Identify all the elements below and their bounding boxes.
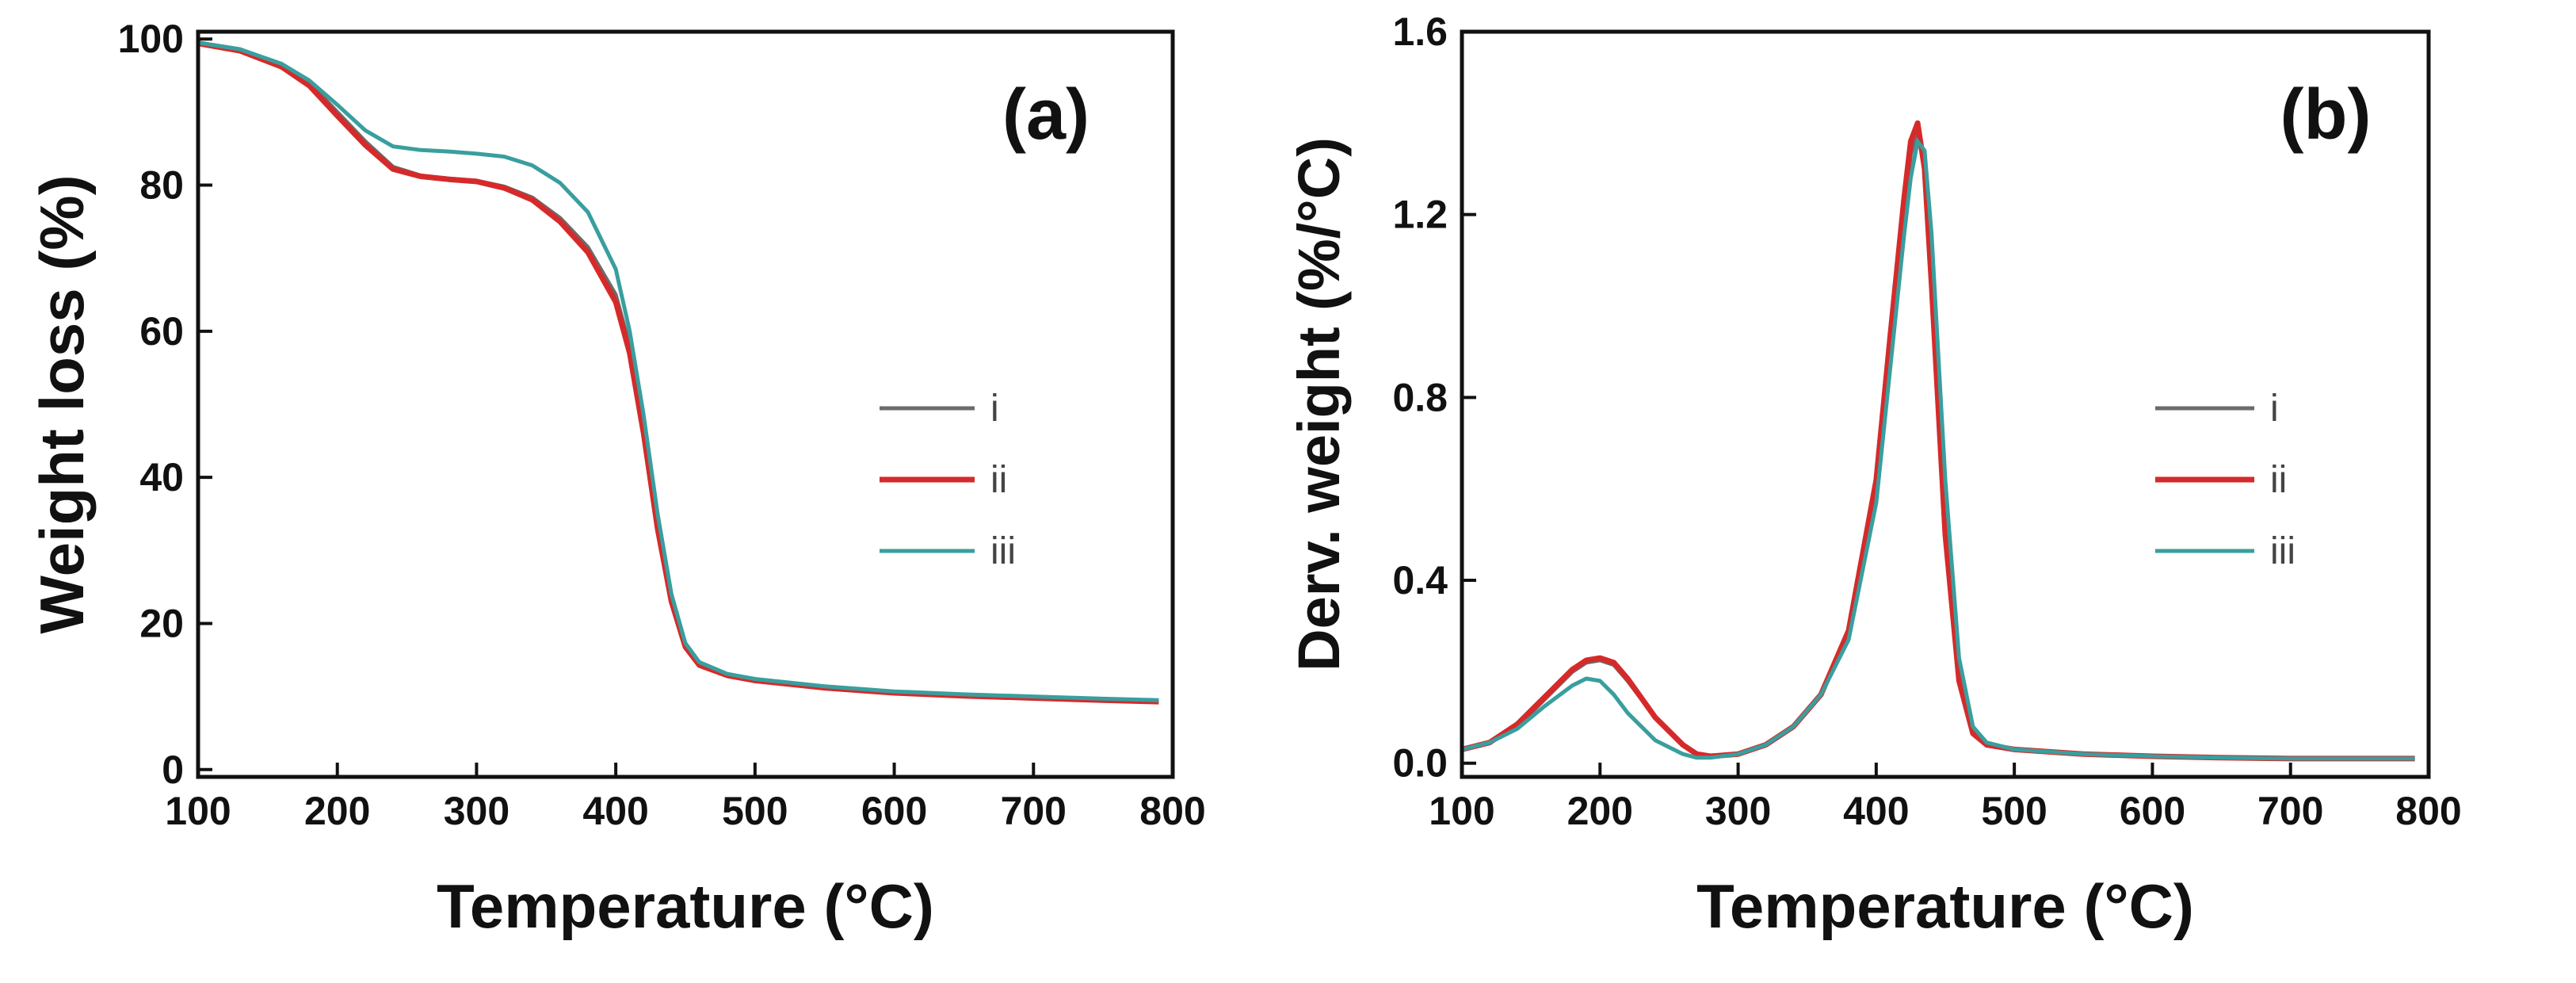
panel-label: (b) <box>2280 75 2372 155</box>
x-tick-label: 200 <box>304 789 370 833</box>
legend-label-ii: ii <box>2270 459 2287 501</box>
y-tick-label: 0.8 <box>1392 375 1448 419</box>
panel-label: (a) <box>1002 75 1090 155</box>
x-tick-label: 700 <box>2257 789 2323 833</box>
x-tick-label: 400 <box>582 789 648 833</box>
x-tick-label: 500 <box>722 789 788 833</box>
x-tick-label: 100 <box>165 789 231 833</box>
x-tick-label: 700 <box>1001 789 1067 833</box>
panel-a-tga: 100 200 300 400 500 600 700 800 0 20 40 60 80 100 Temp… <box>27 17 1206 941</box>
x-tick-label: 300 <box>444 789 509 833</box>
y-tick-label: 60 <box>139 309 184 354</box>
legend-label-iii: iii <box>990 530 1016 572</box>
y-tick-label: 1.2 <box>1392 193 1448 237</box>
y-tick-label: 0.0 <box>1392 741 1448 786</box>
legend-label-i: i <box>2270 388 2279 430</box>
y-tick-label: 100 <box>118 17 184 61</box>
y-tick-label: 0.4 <box>1392 558 1448 602</box>
x-tick-label: 600 <box>861 789 927 833</box>
y-tick-label: 80 <box>139 163 184 208</box>
y-axis-title: Derv. weight (%/°C) <box>1286 137 1352 671</box>
y-axis-title: Weight loss (%) <box>27 174 97 633</box>
x-tick-label: 300 <box>1705 789 1771 833</box>
plot-frame <box>1460 29 2431 779</box>
x-tick-label: 600 <box>2120 789 2185 833</box>
x-tick-label: 400 <box>1843 789 1909 833</box>
x-axis-title: Temperature (°C) <box>1696 871 2194 941</box>
series-line-iii <box>197 40 1159 702</box>
y-tick-label: 0 <box>162 748 184 792</box>
x-axis-title: Temperature (°C) <box>437 871 934 941</box>
x-tick-label: 500 <box>1981 789 2047 833</box>
x-tick-label: 800 <box>2395 789 2461 833</box>
x-tick-label: 100 <box>1429 789 1494 833</box>
y-tick-label: 40 <box>139 455 184 499</box>
y-tick-label: 20 <box>139 601 184 645</box>
x-tick-label: 800 <box>1139 789 1205 833</box>
x-tick-label: 200 <box>1567 789 1633 833</box>
legend-label-i: i <box>990 388 999 430</box>
series-line-iii <box>1461 139 2415 761</box>
legend-label-iii: iii <box>2270 530 2296 572</box>
y-tick-label: 1.6 <box>1392 10 1448 54</box>
panel-b-dtg: 100 200 300 400 500 600 700 800 0.0 0.4 0.8 1.2 1.6 T… <box>1286 10 2462 941</box>
plot-frame <box>196 29 1175 779</box>
legend-label-ii: ii <box>990 459 1007 501</box>
